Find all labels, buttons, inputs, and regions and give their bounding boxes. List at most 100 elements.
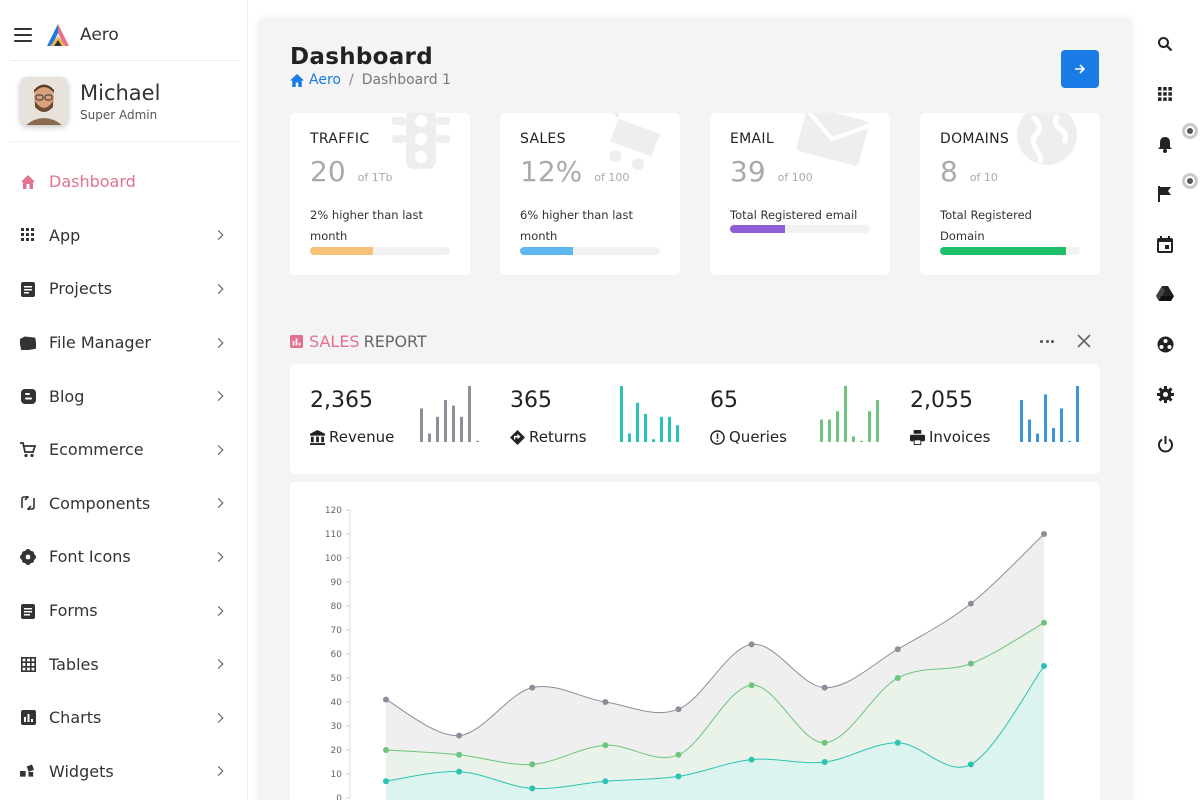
settings-icon[interactable] <box>1156 385 1174 403</box>
data-point[interactable] <box>1041 619 1047 626</box>
sidebar-item-widgets[interactable]: Widgets <box>10 745 238 799</box>
data-point[interactable] <box>748 756 755 763</box>
data-point[interactable] <box>967 660 974 667</box>
breadcrumb-separator: / <box>348 72 354 88</box>
data-point[interactable] <box>602 699 609 705</box>
sales-area-chart: 0 10 20 30 40 50 60 70 80 90 100 110 120 <box>325 506 1047 800</box>
sidebar-item-app[interactable]: App <box>10 209 238 263</box>
data-point[interactable] <box>1041 663 1047 669</box>
sparkline-revenue <box>420 386 479 442</box>
apps-icon[interactable] <box>1156 85 1174 103</box>
data-point[interactable] <box>383 747 389 753</box>
data-point[interactable] <box>894 739 901 746</box>
breadcrumb-home[interactable]: Aero <box>290 72 341 88</box>
data-point[interactable] <box>602 778 609 785</box>
data-point[interactable] <box>821 759 828 765</box>
sparkline-bar <box>620 386 623 442</box>
sidebar-item-label: File Manager <box>49 333 151 353</box>
y-tick-label: 20 <box>331 746 343 756</box>
data-point[interactable] <box>456 768 463 775</box>
sparkline-bar <box>652 439 655 442</box>
apps-grid-icon <box>20 227 36 243</box>
drive-icon[interactable] <box>1156 285 1174 303</box>
data-point[interactable] <box>675 751 682 758</box>
chevron-right-icon <box>213 766 224 777</box>
flag-icon[interactable] <box>1156 185 1174 203</box>
sidebar-item-components[interactable]: Components <box>10 477 238 531</box>
data-point[interactable] <box>894 675 901 681</box>
menu-toggle-icon[interactable] <box>14 28 32 42</box>
data-point[interactable] <box>821 684 828 691</box>
data-point[interactable] <box>529 785 536 792</box>
data-point[interactable] <box>894 646 901 653</box>
widgets-icon <box>20 763 36 779</box>
summary-label-row: Queries <box>710 428 787 446</box>
data-point[interactable] <box>821 739 828 746</box>
home-icon <box>290 73 304 87</box>
stat-card-sales: SALES 12% of 100 6% higher than last mont… <box>500 113 680 275</box>
shopping-cart-icon <box>20 441 36 458</box>
user-panel: Michael Super Admin <box>10 60 240 142</box>
sparkline-bar <box>1044 394 1047 442</box>
stat-progress-fill <box>730 225 785 233</box>
stat-progress-bar <box>310 247 450 255</box>
stat-description: 2% higher than last month <box>310 208 423 243</box>
sparkline-bar <box>628 433 631 442</box>
stat-value: 8 <box>940 155 958 188</box>
data-point[interactable] <box>675 706 682 713</box>
data-point[interactable] <box>602 742 609 749</box>
sidebar-item-blog[interactable]: Blog <box>10 369 238 423</box>
sidebar-item-tables[interactable]: Tables <box>10 637 238 691</box>
stat-card-domains: DOMAINS 8 of 10 Total Registered Domain <box>920 113 1100 275</box>
search-icon[interactable] <box>1156 35 1174 53</box>
stat-description: Total Registered Domain <box>940 208 1032 243</box>
summary-revenue: 2,365 Revenue <box>290 364 490 474</box>
data-point[interactable] <box>529 761 536 768</box>
sidebar-item-file-manager[interactable]: File Manager <box>10 316 238 370</box>
avatar[interactable] <box>20 77 68 125</box>
data-point[interactable] <box>456 751 463 758</box>
sidebar-item-forms[interactable]: Forms <box>10 584 238 638</box>
data-point[interactable] <box>967 600 974 607</box>
chevron-right-icon <box>213 659 224 670</box>
user-name[interactable]: Michael <box>80 81 161 105</box>
summary-queries: 65 Queries <box>690 364 890 474</box>
sparkline-bar <box>420 408 423 442</box>
y-tick-label: 0 <box>336 794 342 800</box>
sparkline-bar <box>1020 400 1023 442</box>
chevron-right-icon <box>213 552 224 562</box>
sidebar-item-label: Dashboard <box>49 172 136 192</box>
sidebar-item-dashboard[interactable]: Dashboard <box>10 155 238 209</box>
data-point[interactable] <box>967 761 974 768</box>
sidebar-item-projects[interactable]: Projects <box>10 262 238 316</box>
summary-label: Queries <box>729 428 787 446</box>
bell-icon[interactable] <box>1156 135 1174 153</box>
calendar-icon[interactable] <box>1156 235 1174 253</box>
sidebar-item-ecommerce[interactable]: Ecommerce <box>10 423 238 477</box>
more-options-icon[interactable] <box>1040 340 1054 344</box>
y-tick-label: 60 <box>331 650 343 660</box>
data-point[interactable] <box>1041 531 1047 537</box>
data-point[interactable] <box>529 684 536 691</box>
user-role: Super Admin <box>80 108 158 122</box>
sparkline-bar <box>676 425 679 442</box>
data-point[interactable] <box>383 778 389 785</box>
data-point[interactable] <box>748 641 755 648</box>
data-point[interactable] <box>675 773 682 780</box>
data-point[interactable] <box>383 696 389 703</box>
close-icon[interactable] <box>1076 333 1092 349</box>
series-line <box>385 533 1045 737</box>
sidebar-item-font-icons[interactable]: Font Icons <box>10 530 238 584</box>
data-point[interactable] <box>748 682 755 689</box>
data-point[interactable] <box>456 732 463 739</box>
sparkline-bar <box>1036 433 1039 442</box>
power-icon[interactable] <box>1156 435 1174 453</box>
printer-icon <box>910 429 925 445</box>
y-tick-label: 120 <box>325 506 342 516</box>
go-button[interactable] <box>1061 50 1099 88</box>
user-circle-icon[interactable] <box>1156 335 1174 353</box>
breadcrumb-home-label: Aero <box>309 72 341 88</box>
sparkline-bar <box>844 386 847 442</box>
stat-card-email: EMAIL 39 of 100 Total Registered email <box>710 113 890 275</box>
sidebar-item-charts[interactable]: Charts <box>10 691 238 745</box>
